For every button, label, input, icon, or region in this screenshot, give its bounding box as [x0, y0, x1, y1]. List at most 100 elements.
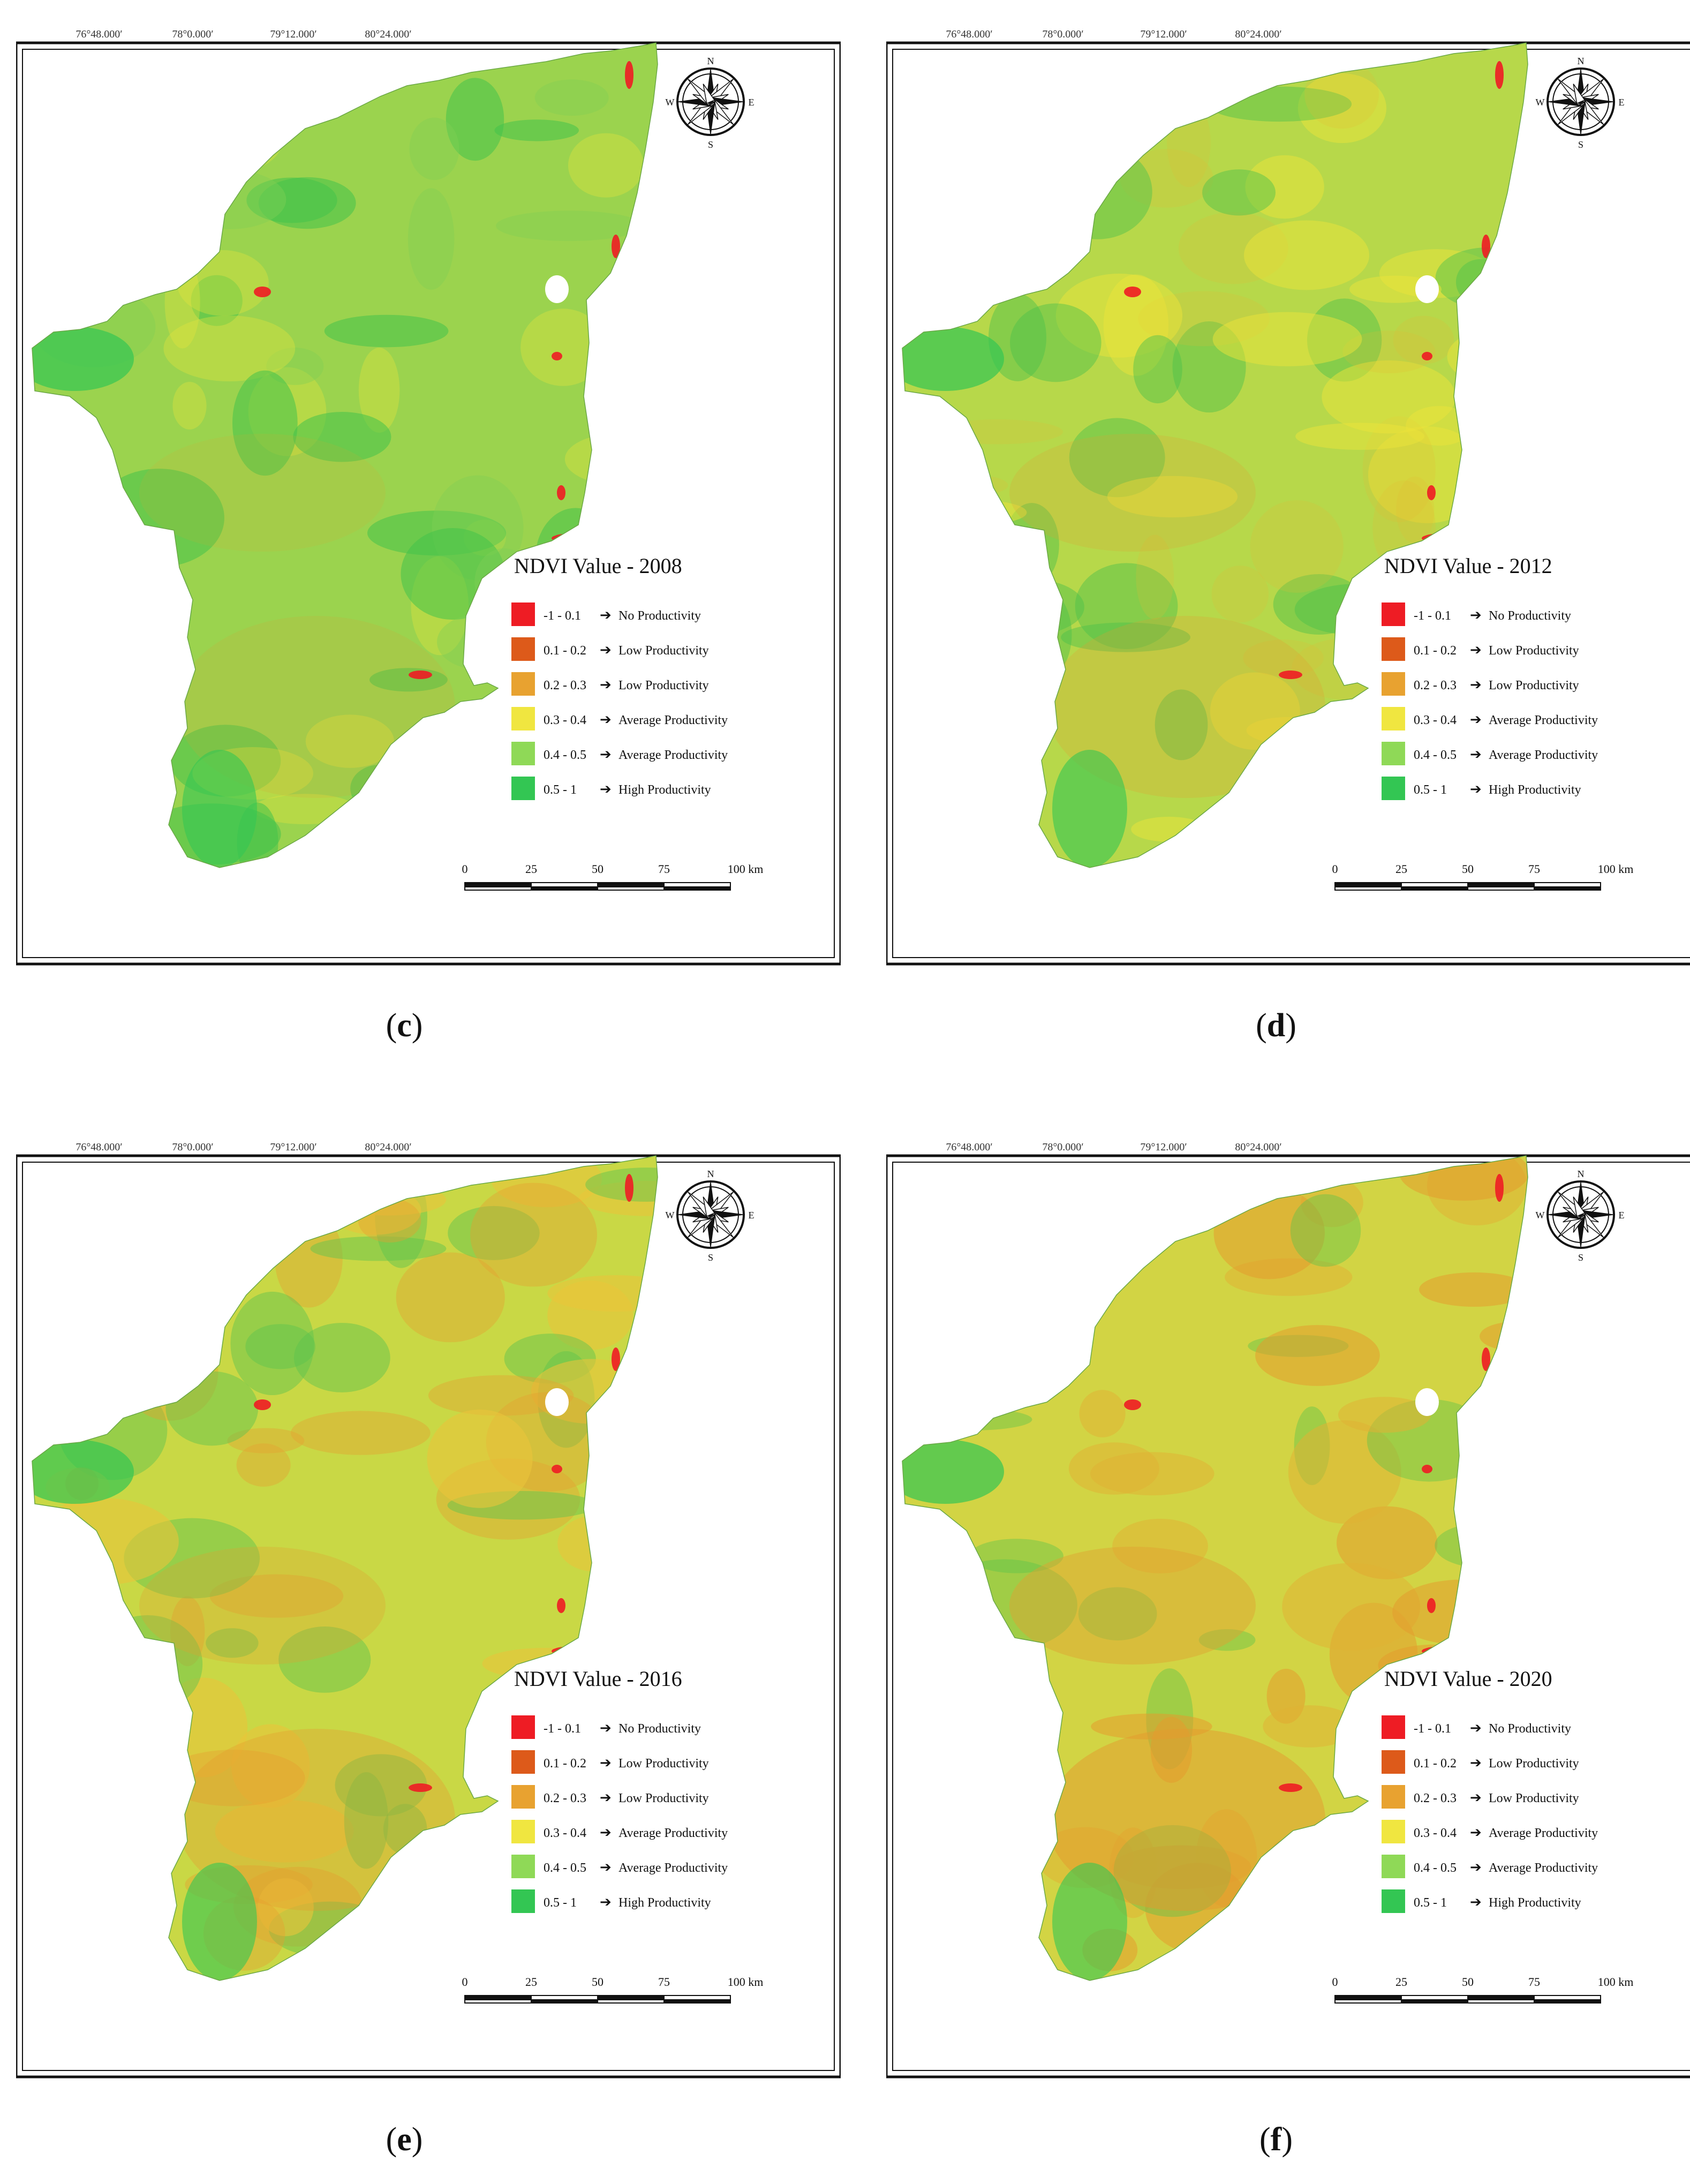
ndvi-patch	[1078, 1587, 1157, 1640]
no-productivity-spot	[552, 352, 562, 360]
ndvi-patch	[1263, 1705, 1357, 1748]
ndvi-patch	[1127, 1214, 1164, 1249]
ndvi-patch	[976, 579, 1084, 635]
ndvi-patch	[436, 614, 523, 670]
panel-caption-f: (f)	[1259, 2121, 1293, 2158]
ndvi-patch	[1090, 1452, 1214, 1496]
longitude-label-bottom: 78°0.000′	[1042, 2087, 1083, 2088]
legend-range: 0.2 - 0.3	[1414, 679, 1457, 692]
scale-tick-label: 0	[462, 1975, 468, 1989]
arrow-icon: ➔	[600, 712, 612, 727]
legend-item: 0.5 - 1 ➔ High Productivity	[511, 1889, 711, 1913]
ndvi-patch	[1348, 1837, 1450, 1939]
longitude-label-bottom: 79°12.000′	[270, 974, 316, 975]
legend-range: 0.1 - 0.2	[544, 644, 586, 658]
ndvi-patch	[1155, 689, 1208, 760]
ndvi-patch	[1435, 1523, 1528, 1568]
legend-swatch	[511, 777, 535, 800]
longitude-label-top: 80°24.000′	[365, 28, 411, 40]
no-productivity-spot	[409, 1783, 432, 1792]
ndvi-patch	[1253, 1908, 1305, 1977]
legend-item: 0.1 - 0.2 ➔ Low Productivity	[1382, 637, 1579, 661]
ndvi-patch	[1052, 750, 1127, 868]
no-productivity-spot	[1482, 1347, 1490, 1371]
map-frame	[886, 1154, 1690, 2078]
ndvi-patch	[1000, 584, 1072, 686]
compass-rose-icon: N E S W	[666, 1169, 755, 1263]
legend-swatch	[511, 1820, 535, 1843]
arrow-icon: ➔	[600, 1894, 612, 1910]
ndvi-patch	[32, 327, 134, 391]
ndvi-patch	[1337, 1506, 1438, 1579]
ndvi-patch	[609, 1933, 646, 1975]
ndvi-patch	[969, 1539, 1063, 1573]
ndvi-patch	[173, 170, 286, 229]
ndvi-patch	[1075, 563, 1178, 650]
map-frame	[16, 41, 841, 966]
ndvi-patch	[568, 133, 644, 198]
ndvi-patch	[1043, 144, 1152, 239]
ndvi-patch	[1120, 149, 1213, 208]
ndvi-patch	[1244, 220, 1370, 290]
legend-title: NDVI Value - 2008	[514, 554, 682, 578]
compass-point	[703, 84, 715, 104]
ndvi-patch	[32, 1933, 116, 1980]
ndvi-patch	[32, 789, 113, 868]
map-inner-frame	[892, 1162, 1690, 2071]
legend-range: 0.3 - 0.4	[544, 713, 586, 727]
longitude-label-bottom: 78°0.000′	[172, 974, 213, 975]
ndvi-patch	[1307, 1914, 1392, 1958]
ndvi-map-f: 76°48.000′ 76°48.000′ 78°0.000′ 78°0.000′ 79…	[886, 1141, 1690, 2088]
scale-bar: 0 25 50 75 100 km	[1332, 1975, 1633, 2004]
legend-label: Low Productivity	[618, 1757, 709, 1771]
legend-item: 0.5 - 1 ➔ High Productivity	[1382, 1889, 1581, 1913]
legend-label: Average Productivity	[1489, 1826, 1598, 1840]
longitude-label-top: 76°48.000′	[946, 28, 992, 40]
ndvi-patch	[335, 1754, 427, 1817]
arrow-icon: ➔	[1470, 1790, 1482, 1805]
no-productivity-spot	[1124, 1399, 1141, 1410]
ndvi-patch	[1447, 325, 1528, 389]
arrow-icon: ➔	[600, 747, 612, 762]
ndvi-patch	[442, 710, 522, 802]
legend-label: Average Productivity	[618, 1826, 728, 1840]
ndvi-patch	[1304, 60, 1379, 129]
legend-range: -1 - 0.1	[1414, 609, 1451, 623]
ndvi-patch	[585, 1168, 658, 1202]
scale-segment	[1401, 882, 1468, 887]
longitude-label-top: 80°24.000′	[1235, 1141, 1281, 1153]
legend-item: 0.1 - 0.2 ➔ Low Productivity	[1382, 1750, 1579, 1774]
ndvi-patch	[1009, 1547, 1256, 1665]
longitude-label-top: 76°48.000′	[76, 28, 122, 40]
no-productivity-spot	[1427, 1598, 1436, 1613]
ndvi-patch	[1009, 434, 1256, 552]
longitude-label-top: 76°48.000′	[76, 1141, 122, 1153]
legend-title: NDVI Value - 2016	[514, 1667, 682, 1691]
longitude-label-top: 76°48.000′	[946, 1141, 992, 1153]
scale-segment	[1467, 1995, 1535, 2000]
longitude-label-bottom: 76°48.000′	[946, 2087, 992, 2088]
ndvi-patch	[902, 1635, 1020, 1670]
legend-swatch	[511, 1750, 535, 1774]
longitude-label-bottom: 78°0.000′	[1042, 974, 1083, 975]
compass-w-label: W	[1536, 1210, 1545, 1221]
ndvi-patch	[149, 1164, 221, 1260]
ndvi-patch	[991, 1180, 1089, 1203]
ndvi-map-e: 76°48.000′ 76°48.000′ 78°0.000′ 78°0.000′ 79…	[16, 1141, 841, 2088]
ndvi-patch	[32, 1440, 134, 1504]
ndvi-patch	[163, 315, 296, 382]
ndvi-patch	[1133, 335, 1182, 404]
longitude-label-bottom: 80°24.000′	[1235, 974, 1281, 975]
legend-item: 0.5 - 1 ➔ High Productivity	[511, 777, 711, 800]
legend-item: 0.4 - 0.5 ➔ Average Productivity	[1382, 742, 1598, 765]
ndvi-raster	[32, 1156, 658, 1980]
ndvi-patch	[1055, 273, 1183, 358]
scale-segment	[663, 1999, 731, 2004]
legend-item: 0.2 - 0.3 ➔ Low Productivity	[1382, 672, 1579, 696]
legend-label: Average Productivity	[618, 748, 728, 762]
ndvi-patch	[902, 1939, 982, 1964]
longitude-label-bottom: 76°48.000′	[946, 974, 992, 975]
lake-area	[545, 275, 569, 303]
scale-tick-label: 75	[658, 1975, 670, 1989]
ndvi-patch	[49, 142, 92, 222]
